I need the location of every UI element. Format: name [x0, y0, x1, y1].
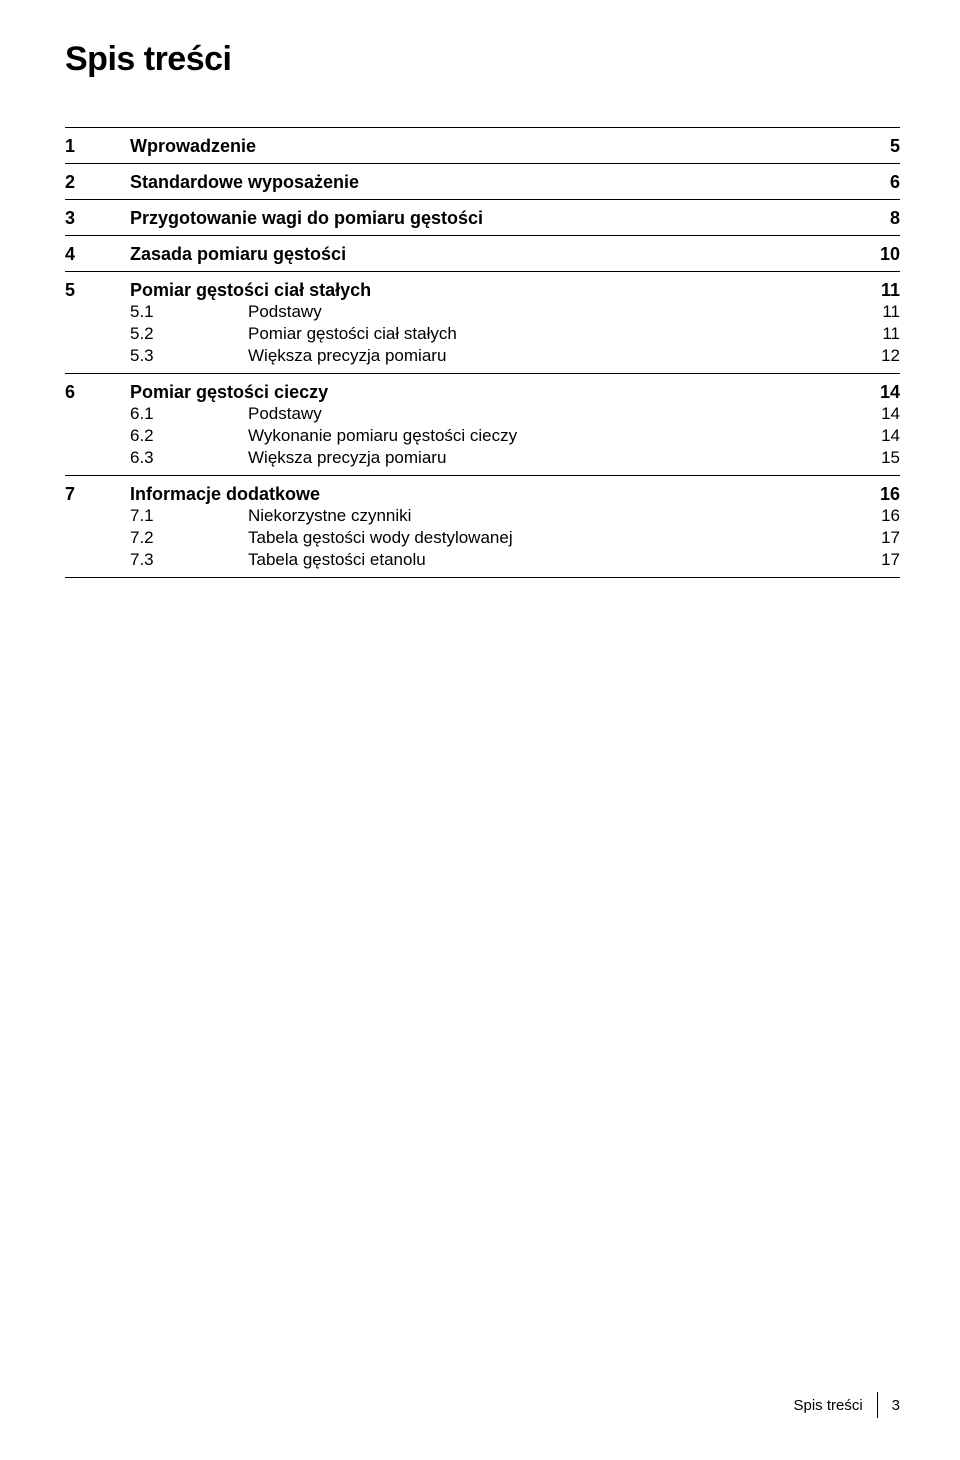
toc-section: 5Pomiar gęstości ciał stałych115.1Podsta… — [65, 271, 900, 373]
toc-section-number: 6 — [65, 382, 130, 403]
toc-section-number: 1 — [65, 136, 130, 157]
toc-section-main-row: 4Zasada pomiaru gęstości10 — [65, 244, 900, 265]
toc-section-title: Informacje dodatkowe — [130, 484, 860, 505]
toc-subsection-number: 6.3 — [130, 448, 248, 468]
toc-subsection-page: 14 — [860, 426, 900, 446]
toc-section: 6Pomiar gęstości cieczy146.1Podstawy146.… — [65, 373, 900, 475]
toc-section-page: 8 — [860, 208, 900, 229]
toc-subsection-number: 6.1 — [130, 404, 248, 424]
toc-subsection-number: 5.3 — [130, 346, 248, 366]
toc-section-main-row: 7Informacje dodatkowe16 — [65, 484, 900, 505]
toc-section-main-row: 2Standardowe wyposażenie6 — [65, 172, 900, 193]
toc-subsection-title: Większa precyzja pomiaru — [248, 448, 860, 468]
toc-section-title: Pomiar gęstości ciał stałych — [130, 280, 860, 301]
footer-label: Spis treści — [793, 1397, 876, 1414]
toc-subsection-page: 15 — [860, 448, 900, 468]
footer-page-number: 3 — [892, 1397, 900, 1414]
toc-subsection-page: 12 — [860, 346, 900, 366]
toc-subsection-number: 6.2 — [130, 426, 248, 446]
toc-section-title: Standardowe wyposażenie — [130, 172, 860, 193]
toc-subsection-number: 5.1 — [130, 302, 248, 322]
toc-subsection-row: 5.2Pomiar gęstości ciał stałych11 — [65, 323, 900, 345]
toc-section-page: 11 — [860, 280, 900, 301]
toc-section: 1Wprowadzenie5 — [65, 127, 900, 163]
toc-subsection-page: 17 — [860, 550, 900, 570]
page: Spis treści 1Wprowadzenie52Standardowe w… — [0, 0, 960, 1460]
toc-subsection-number: 7.3 — [130, 550, 248, 570]
toc-section: 2Standardowe wyposażenie6 — [65, 163, 900, 199]
toc-subsection-page: 14 — [860, 404, 900, 424]
toc-subsection-title: Niekorzystne czynniki — [248, 506, 860, 526]
page-title: Spis treści — [65, 40, 900, 79]
toc-section-number: 2 — [65, 172, 130, 193]
toc-subsection-number: 5.2 — [130, 324, 248, 344]
toc-subsection-title: Tabela gęstości wody destylowanej — [248, 528, 860, 548]
toc-section-title: Pomiar gęstości cieczy — [130, 382, 860, 403]
footer-divider — [877, 1392, 878, 1418]
toc-section-main-row: 1Wprowadzenie5 — [65, 136, 900, 157]
toc-subsection-number: 7.1 — [130, 506, 248, 526]
toc-subsection-row: 5.3Większa precyzja pomiaru12 — [65, 345, 900, 367]
toc-subsection-page: 17 — [860, 528, 900, 548]
table-of-contents: 1Wprowadzenie52Standardowe wyposażenie63… — [65, 127, 900, 578]
toc-section-number: 3 — [65, 208, 130, 229]
toc-section-number: 5 — [65, 280, 130, 301]
toc-section: 3Przygotowanie wagi do pomiaru gęstości8 — [65, 199, 900, 235]
toc-section-page: 14 — [860, 382, 900, 403]
toc-section-main-row: 3Przygotowanie wagi do pomiaru gęstości8 — [65, 208, 900, 229]
toc-section: 7Informacje dodatkowe167.1Niekorzystne c… — [65, 475, 900, 578]
toc-subsection-row: 6.3Większa precyzja pomiaru15 — [65, 447, 900, 469]
toc-section-page: 5 — [860, 136, 900, 157]
toc-section-page: 10 — [860, 244, 900, 265]
toc-section-title: Wprowadzenie — [130, 136, 860, 157]
toc-subsection-row: 6.1Podstawy14 — [65, 403, 900, 425]
toc-subsection-number: 7.2 — [130, 528, 248, 548]
toc-subsection-page: 16 — [860, 506, 900, 526]
toc-subsection-page: 11 — [860, 324, 900, 344]
toc-subsection-page: 11 — [860, 302, 900, 322]
toc-subsection-title: Większa precyzja pomiaru — [248, 346, 860, 366]
toc-section-main-row: 5Pomiar gęstości ciał stałych11 — [65, 280, 900, 301]
toc-subsection-title: Wykonanie pomiaru gęstości cieczy — [248, 426, 860, 446]
toc-subsection-row: 6.2Wykonanie pomiaru gęstości cieczy14 — [65, 425, 900, 447]
toc-section-page: 6 — [860, 172, 900, 193]
toc-subsection-row: 7.3Tabela gęstości etanolu17 — [65, 549, 900, 571]
toc-subsection-row: 7.2Tabela gęstości wody destylowanej17 — [65, 527, 900, 549]
toc-section-title: Przygotowanie wagi do pomiaru gęstości — [130, 208, 860, 229]
toc-subsection-row: 7.1Niekorzystne czynniki16 — [65, 505, 900, 527]
toc-section-page: 16 — [860, 484, 900, 505]
toc-section-number: 7 — [65, 484, 130, 505]
toc-subsection-row: 5.1Podstawy11 — [65, 301, 900, 323]
toc-section-title: Zasada pomiaru gęstości — [130, 244, 860, 265]
page-footer: Spis treści 3 — [793, 1392, 900, 1418]
toc-section-main-row: 6Pomiar gęstości cieczy14 — [65, 382, 900, 403]
toc-subsection-title: Podstawy — [248, 404, 860, 424]
toc-section-number: 4 — [65, 244, 130, 265]
toc-subsection-title: Podstawy — [248, 302, 860, 322]
toc-subsection-title: Tabela gęstości etanolu — [248, 550, 860, 570]
toc-subsection-title: Pomiar gęstości ciał stałych — [248, 324, 860, 344]
toc-section: 4Zasada pomiaru gęstości10 — [65, 235, 900, 271]
